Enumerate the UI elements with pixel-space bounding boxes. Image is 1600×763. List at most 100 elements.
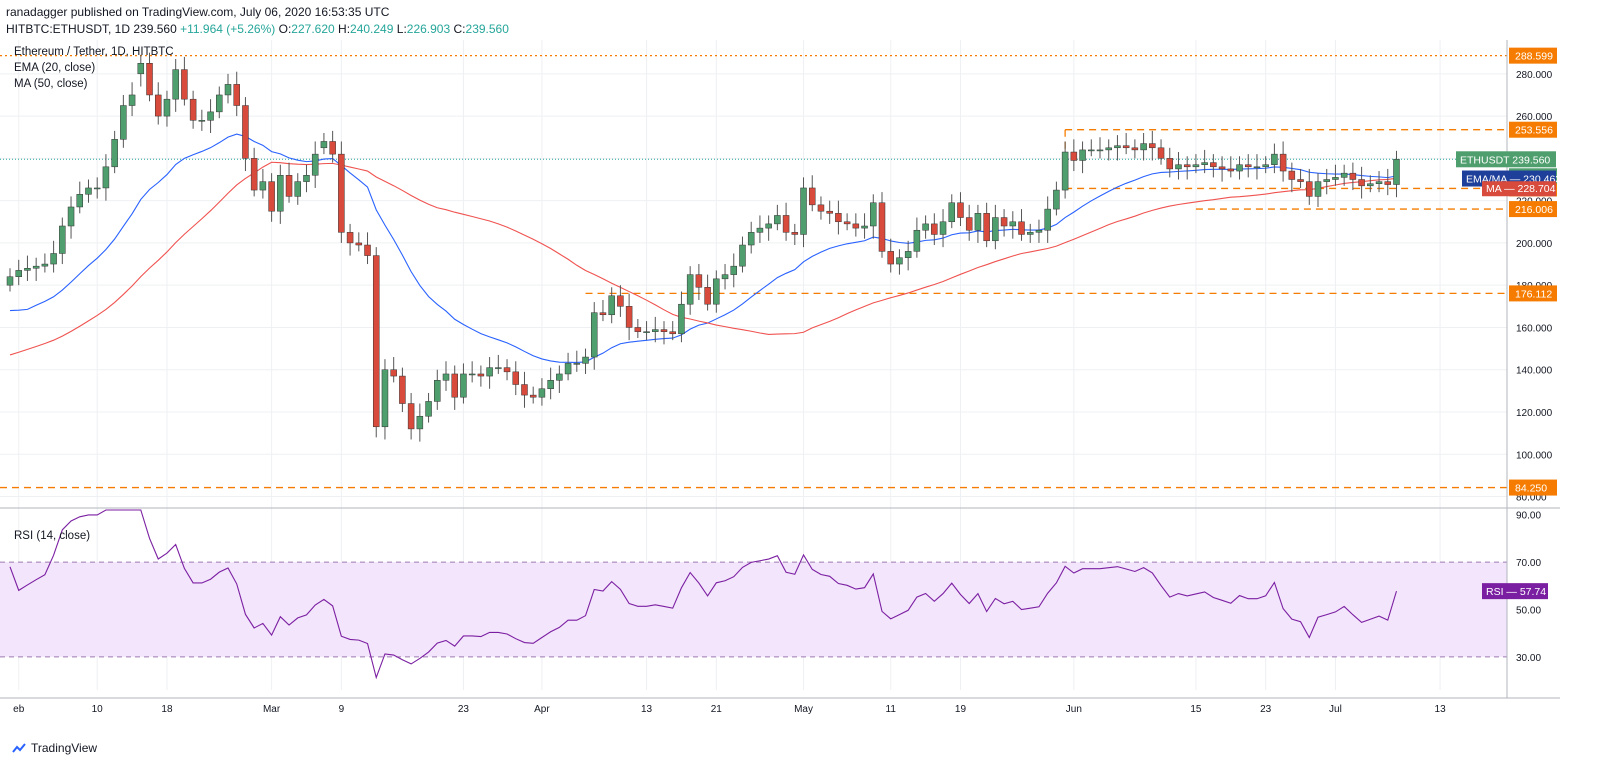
candle-body — [617, 295, 624, 307]
candle-body — [1297, 179, 1304, 182]
candle-body — [1393, 159, 1400, 185]
rsi-y-tick-label: 50.00 — [1516, 605, 1541, 616]
candle-body — [1244, 164, 1252, 168]
candle-body — [756, 227, 764, 233]
rsi-y-tick-label: 30.00 — [1516, 653, 1541, 664]
x-tick-label: 9 — [339, 704, 345, 715]
candle-body — [477, 373, 485, 377]
ma-legend[interactable]: MA (50, close) — [14, 78, 88, 90]
candle-body — [59, 225, 66, 254]
candle-body — [643, 331, 650, 333]
candle-body — [1009, 221, 1017, 227]
candle-body — [1157, 147, 1165, 159]
candle-body — [1314, 181, 1322, 197]
candle-body — [1227, 168, 1235, 172]
candle-body — [390, 369, 397, 377]
candle-body — [329, 141, 336, 155]
candle-body — [887, 251, 894, 265]
price-tags: 288.599253.556225.783216.006176.11284.25… — [1456, 47, 1561, 600]
candle-body — [547, 380, 554, 389]
level-tag — [1509, 121, 1557, 138]
candle-body — [1340, 172, 1348, 178]
x-tick-label: 19 — [955, 704, 967, 715]
candle-body — [1201, 162, 1208, 165]
candle-body — [486, 367, 493, 377]
candle-body — [1131, 147, 1139, 151]
candle-body — [416, 415, 424, 430]
candle-body — [189, 98, 197, 121]
candle-body — [686, 274, 694, 305]
chart-title-legend[interactable]: Ethereum / Tether, 1D, HITBTC — [14, 46, 174, 58]
candle-body — [669, 331, 676, 335]
candle-body — [922, 223, 929, 231]
rsi-y-tick-label: 90.00 — [1516, 511, 1541, 522]
last-price-tag — [1456, 151, 1556, 168]
candle-body — [870, 202, 877, 227]
candle-body — [1210, 162, 1217, 168]
candle-body — [1044, 208, 1051, 231]
y-tick-label: 80.000 — [1516, 493, 1547, 504]
candle-body — [1332, 177, 1339, 180]
candle-body — [76, 194, 84, 208]
candle-body — [224, 84, 232, 96]
candlesticks — [6, 52, 1400, 442]
candle-body — [1192, 164, 1200, 168]
level-tag-label: 288.599 — [1515, 51, 1553, 63]
candle-body — [1166, 158, 1174, 170]
axes: eb 10 18 Mar 9 23 Apr 13 21 May 11 19 Jun 15 23 Jul 13 80… — [0, 40, 1560, 715]
ema-legend[interactable]: EMA (20, close) — [14, 62, 96, 74]
candle-body — [1262, 164, 1269, 168]
tradingview-footer[interactable]: TradingView — [12, 741, 97, 755]
x-tick-label: Mar — [263, 704, 281, 715]
x-tick-label: 11 — [886, 704, 897, 715]
rsi-legend[interactable]: RSI (14, close) — [14, 530, 91, 542]
candle-body — [242, 105, 249, 159]
ema-line — [9, 133, 1397, 363]
candle-body — [372, 255, 380, 428]
y-tick-label: 140.000 — [1516, 366, 1553, 377]
ohlc-line: HITBTC:ETHUSDT, 1D 239.560 +11.964 (+5.2… — [6, 22, 509, 36]
candle-body — [695, 274, 703, 288]
candle-body — [285, 175, 293, 197]
candle-body — [1149, 143, 1156, 149]
candle-body — [826, 210, 833, 214]
high-value: 240.249 — [350, 22, 394, 36]
candle-body — [1236, 164, 1243, 172]
level-tag — [1509, 47, 1557, 64]
candle-body — [67, 206, 75, 227]
publish-line: ranadagger published on TradingView.com,… — [6, 5, 390, 19]
candle-body — [451, 373, 458, 398]
candle-body — [1035, 229, 1043, 233]
candle-body — [468, 373, 476, 376]
y-tick-label: 200.000 — [1516, 239, 1553, 250]
candle-body — [24, 268, 31, 271]
candle-body — [765, 223, 772, 229]
candle-body — [1175, 164, 1182, 170]
publish-info: ranadagger published on TradingView.com,… — [6, 5, 389, 19]
rsi-panel — [0, 509, 1507, 680]
candle-body — [41, 263, 49, 267]
candle-body — [852, 223, 860, 229]
candle-body — [407, 403, 415, 430]
level-tag-label: 216.006 — [1515, 204, 1553, 216]
candle-body — [1096, 149, 1104, 152]
candle-body — [573, 363, 581, 365]
tradingview-brand: TradingView — [31, 741, 98, 755]
candle-body — [774, 215, 781, 225]
candle-body — [1358, 179, 1365, 187]
rsi-tag-label: RSI — 57.74 — [1486, 586, 1546, 598]
x-tick-label: 10 — [92, 704, 104, 715]
candle-body — [495, 367, 502, 369]
y-tick-label: 260.000 — [1516, 112, 1553, 123]
candle-body — [913, 229, 921, 252]
candle-body — [268, 181, 275, 212]
candle-body — [1000, 217, 1008, 227]
candle-body — [739, 244, 746, 267]
candle-body — [355, 242, 363, 246]
x-tick-label: May — [794, 704, 813, 715]
x-tick-label: 21 — [711, 704, 723, 715]
candle-body — [1079, 149, 1086, 161]
candle-body — [503, 367, 511, 373]
level-tag-label: 176.112 — [1515, 288, 1552, 300]
